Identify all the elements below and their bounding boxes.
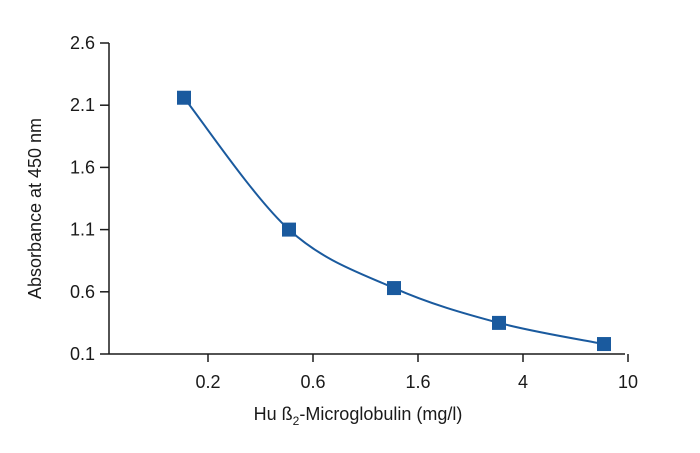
data-point-marker <box>177 90 191 105</box>
y-tick-label: 1.6 <box>70 157 95 177</box>
data-point-marker <box>492 315 506 330</box>
x-axis-title: Hu ß2-Microglobulin (mg/l) <box>254 404 463 428</box>
y-axis-title: Absorbance at 450 nm <box>25 118 45 299</box>
y-tick-label: 2.6 <box>70 33 95 53</box>
x-tick-label: 0.6 <box>300 372 325 392</box>
y-tick-label: 1.1 <box>70 220 95 240</box>
x-axis-title-rest: -Microglobulin (mg/l) <box>299 404 462 424</box>
x-ticks: 0.2 0.6 1.6 4 10 <box>195 354 638 392</box>
y-tick-label: 2.1 <box>70 95 95 115</box>
data-point-marker <box>387 281 401 296</box>
data-point-marker <box>282 222 296 237</box>
series-line <box>183 97 605 346</box>
x-tick-label: 1.6 <box>405 372 430 392</box>
axes <box>108 43 625 355</box>
x-tick-label: 4 <box>518 372 528 392</box>
y-tick-label: 0.6 <box>70 282 95 302</box>
x-axis-title-subscript: 2 <box>293 414 300 428</box>
y-tick-label: 0.1 <box>70 344 95 364</box>
data-markers <box>177 90 611 352</box>
data-point-marker <box>597 337 611 352</box>
y-ticks: 0.1 0.6 1.1 1.6 2.1 2.6 <box>70 33 109 364</box>
x-tick-label: 0.2 <box>195 372 220 392</box>
x-tick-label: 10 <box>618 372 638 392</box>
x-axis-title-main: Hu ß <box>254 404 293 424</box>
